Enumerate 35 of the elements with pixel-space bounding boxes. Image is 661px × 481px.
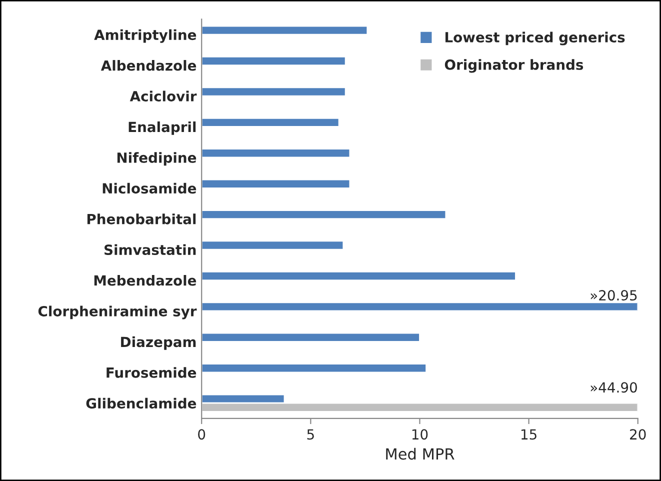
legend-label: Originator brands: [444, 59, 584, 73]
y-tick-label: Niclosamide: [102, 182, 196, 194]
x-tick-label: 15: [521, 429, 536, 440]
annotation: »20.95: [590, 290, 637, 301]
y-tick-label: Phenobarbital: [87, 214, 196, 224]
x-tick-label: 20: [630, 429, 646, 440]
y-tick-label: Glibenclamide: [86, 398, 196, 409]
bar: [202, 117, 340, 128]
y-tick-label: Nifedipine: [117, 152, 196, 166]
y-tick-label: Aciclovir: [130, 90, 197, 102]
x-tick-label: 5: [307, 429, 314, 440]
x-axis-title: Med MPR: [386, 448, 454, 460]
x-tick-label: 10: [412, 429, 428, 440]
y-tick-label: Amitriptyline: [94, 29, 196, 43]
annotation: »44.90: [590, 382, 637, 393]
x-tick-label: 0: [198, 429, 206, 440]
bar: [202, 302, 638, 312]
bar: [202, 240, 344, 250]
y-tick-label: Albendazole: [100, 60, 196, 71]
bar: [202, 332, 420, 342]
y-tick-label: Clorpheniramine syr: [38, 306, 197, 320]
y-tick-label: Mebendazole: [94, 275, 196, 286]
y-tick-label: Simvastatin: [104, 244, 196, 256]
bar: [202, 86, 346, 97]
legend-label: Lowest priced generics: [445, 32, 625, 46]
bar: [202, 270, 516, 281]
bar: [202, 25, 368, 36]
y-tick-label: Furosemide: [106, 367, 196, 378]
y-tick-label: Enalapril: [128, 121, 196, 135]
bar: [202, 363, 427, 374]
y-tick-label: Diazepam: [121, 336, 196, 350]
bar: [202, 56, 346, 66]
bar: [202, 178, 351, 189]
bar: [202, 148, 351, 158]
bar: [202, 210, 447, 220]
